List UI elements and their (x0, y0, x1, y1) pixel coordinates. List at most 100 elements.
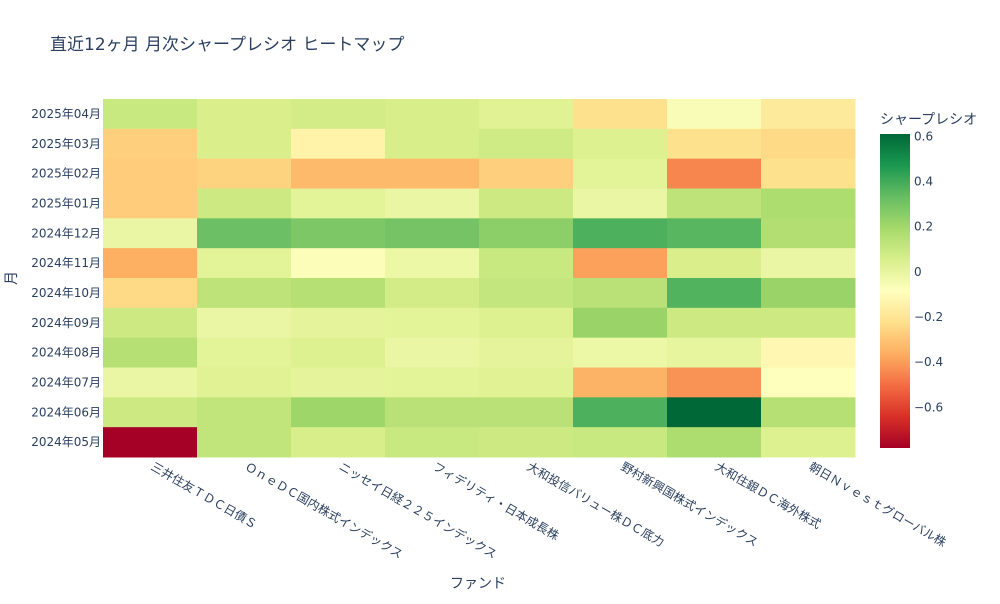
heatmap-cell (667, 307, 762, 339)
y-axis-tick-labels: 2025年04月 2025年03月 2025年02月 2025年01月 2024年12月… (31, 107, 101, 449)
heatmap-cell (573, 307, 668, 339)
x-tick-label: 朝日Ｎｖｅｓｔグローバル株 (807, 459, 950, 550)
heatmap-cell (573, 188, 668, 219)
heatmap-cell (385, 278, 480, 309)
heatmap-cell (667, 248, 762, 279)
heatmap-cell (761, 427, 856, 458)
heatmap-cell (479, 248, 574, 279)
heatmap-cell (291, 158, 386, 189)
colorbar-title: シャープレシオ (880, 112, 977, 128)
x-axis-tick-labels: 三井住友ＴＤＣ日債ＳＯｎｅＤＣ国内株式インデックスニッセイ日経２２５インデックス… (149, 459, 950, 562)
colorbar-tick-label: 0 (914, 265, 922, 279)
heatmap-cell (197, 99, 292, 130)
heatmap-cell (479, 128, 574, 160)
heatmap-cell (479, 278, 574, 309)
heatmap-cell (667, 188, 762, 219)
y-axis-title: 月 (4, 271, 20, 285)
heatmap-cell (197, 307, 292, 339)
heatmap-cell (103, 158, 198, 189)
y-tick-label: 2024年11月 (31, 256, 101, 270)
heatmap-cell (103, 218, 198, 249)
heatmap-cell (197, 367, 292, 398)
heatmap-cells (103, 99, 856, 458)
heatmap-cell (385, 248, 480, 279)
heatmap-cell (761, 367, 856, 398)
heatmap-cell (103, 188, 198, 219)
heatmap-cell (667, 397, 762, 428)
heatmap-cell (479, 397, 574, 428)
heatmap-cell (761, 337, 856, 368)
heatmap-cell (197, 278, 292, 309)
y-tick-label: 2025年01月 (31, 196, 101, 210)
heatmap-cell (385, 427, 480, 458)
heatmap-cell (573, 99, 668, 130)
y-tick-label: 2024年09月 (31, 316, 101, 330)
chart-title: 直近12ヶ月 月次シャープレシオ ヒートマップ (50, 35, 404, 55)
heatmap-cell (197, 427, 292, 458)
heatmap-cell (385, 307, 480, 339)
heatmap-cell (103, 307, 198, 339)
heatmap-cell (197, 248, 292, 279)
heatmap-cell (479, 427, 574, 458)
heatmap-cell (197, 128, 292, 160)
heatmap-cell (479, 337, 574, 368)
heatmap-cell (573, 427, 668, 458)
heatmap-cell (103, 427, 198, 458)
heatmap-cell (573, 397, 668, 428)
heatmap-cell (103, 99, 198, 130)
heatmap-cell (667, 128, 762, 160)
colorbar-tick-label: −0.4 (914, 355, 943, 369)
y-tick-label: 2024年05月 (31, 435, 101, 449)
heatmap-cell (291, 188, 386, 219)
heatmap-cell (761, 188, 856, 219)
heatmap-cell (667, 367, 762, 398)
heatmap-cell (197, 397, 292, 428)
heatmap-cell (573, 128, 668, 160)
colorbar-tick-label: 0.2 (914, 220, 933, 234)
heatmap-cell (291, 367, 386, 398)
heatmap-cell (479, 158, 574, 189)
heatmap-cell (761, 307, 856, 339)
heatmap-cell (385, 158, 480, 189)
heatmap-cell (385, 337, 480, 368)
heatmap-cell (573, 278, 668, 309)
heatmap-cell (761, 278, 856, 309)
heatmap-cell (291, 337, 386, 368)
heatmap-cell (761, 218, 856, 249)
heatmap-cell (385, 367, 480, 398)
y-tick-label: 2025年02月 (31, 167, 101, 181)
x-tick-label: ニッセイ日経２２５インデックス (337, 459, 500, 562)
heatmap-cell (385, 128, 480, 160)
heatmap-cell (197, 158, 292, 189)
y-tick-label: 2024年10月 (31, 286, 101, 300)
y-tick-label: 2025年04月 (31, 107, 101, 121)
heatmap-cell (291, 427, 386, 458)
heatmap-cell (479, 307, 574, 339)
heatmap-cell (197, 218, 292, 249)
heatmap-cell (573, 158, 668, 189)
heatmap-cell (103, 367, 198, 398)
heatmap-cell (103, 248, 198, 279)
heatmap-cell (197, 188, 292, 219)
heatmap-cell (479, 188, 574, 219)
y-tick-label: 2025年03月 (31, 137, 101, 151)
heatmap-cell (761, 99, 856, 130)
heatmap-cell (761, 397, 856, 428)
heatmap-cell (291, 248, 386, 279)
heatmap-cell (667, 427, 762, 458)
heatmap-cell (479, 99, 574, 130)
colorbar-tick-label: −0.2 (914, 310, 943, 324)
heatmap-cell (291, 397, 386, 428)
heatmap-cell (573, 248, 668, 279)
heatmap-cell (761, 128, 856, 160)
heatmap-cell (385, 99, 480, 130)
y-tick-label: 2024年06月 (31, 405, 101, 419)
colorbar-tick-label: −0.6 (914, 400, 943, 414)
x-axis-title: ファンド (450, 576, 506, 592)
heatmap-cell (291, 128, 386, 160)
heatmap-cell (667, 99, 762, 130)
heatmap-cell (761, 158, 856, 189)
heatmap-cell (573, 337, 668, 368)
heatmap-cell (103, 128, 198, 160)
